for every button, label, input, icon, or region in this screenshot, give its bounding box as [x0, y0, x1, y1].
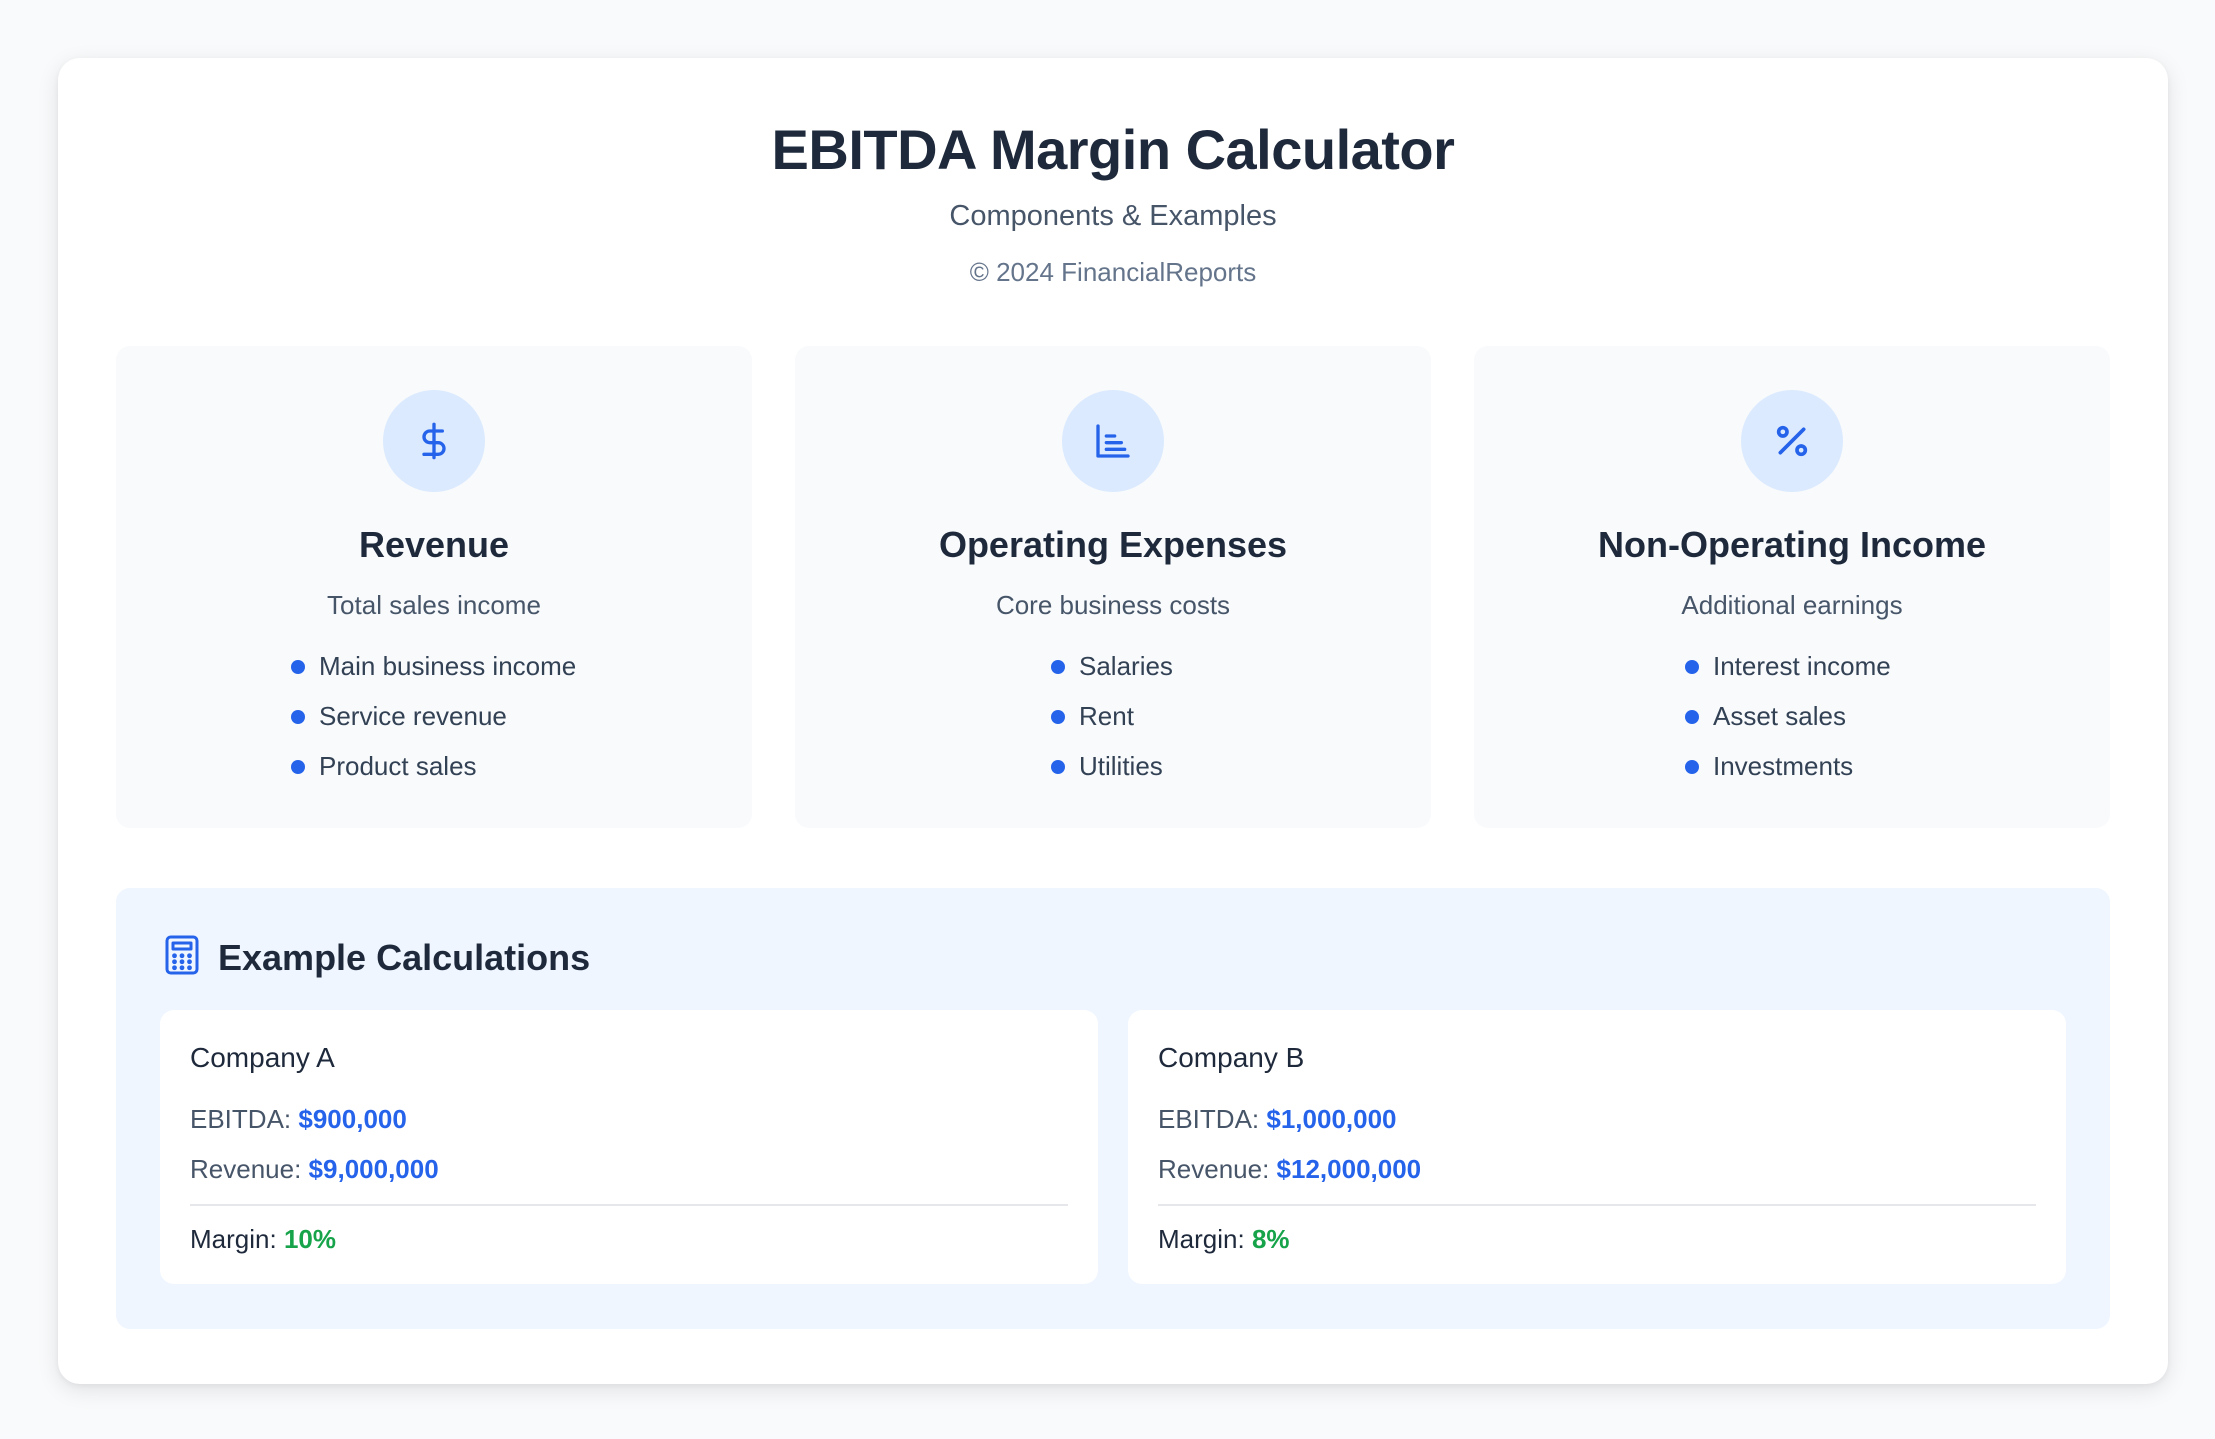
revenue-row: Revenue: $9,000,000 [190, 1154, 439, 1185]
revenue-row: Revenue: $12,000,000 [1158, 1154, 1421, 1185]
revenue-value: $9,000,000 [308, 1154, 439, 1184]
component-description: Core business costs [995, 590, 1231, 620]
page-title: EBITDA Margin Calculator [771, 118, 1455, 181]
percent-icon [1741, 390, 1843, 492]
component-card-non-operating-income: Non-Operating Income Additional earnings… [1474, 346, 2110, 828]
list-item: Product sales [291, 750, 576, 800]
margin-row: Margin: 10% [190, 1224, 336, 1255]
component-title: Non-Operating Income [1597, 524, 1987, 565]
list-item: Service revenue [291, 700, 576, 750]
ebitda-row: EBITDA: $900,000 [190, 1104, 407, 1135]
page-subtitle: Components & Examples [949, 200, 1277, 233]
examples-title: Example Calculations [218, 936, 591, 978]
list-item: Utilities [1051, 750, 1173, 800]
divider [190, 1204, 1068, 1206]
component-description: Additional earnings [1681, 590, 1903, 620]
list-item: Interest income [1685, 650, 1891, 700]
page-header: EBITDA Margin Calculator Components & Ex… [58, 118, 2168, 288]
margin-value: 8% [1251, 1224, 1290, 1254]
margin-row: Margin: 8% [1158, 1224, 1290, 1255]
revenue-label: Revenue: [190, 1154, 302, 1184]
ebitda-label: EBITDA: [1158, 1104, 1260, 1134]
list-item: Main business income [291, 650, 576, 700]
component-description: Total sales income [327, 590, 541, 620]
revenue-value: $12,000,000 [1276, 1154, 1422, 1184]
examples-header: Example Calculations [164, 934, 590, 981]
margin-value: 10% [283, 1224, 336, 1254]
margin-label: Margin: [190, 1224, 277, 1254]
revenue-label: Revenue: [1158, 1154, 1270, 1184]
example-calculations-panel: Example Calculations Company A EBITDA: $… [116, 888, 2110, 1329]
calculator-icon [164, 934, 200, 981]
ebitda-value: $1,000,000 [1266, 1104, 1397, 1134]
list-item: Salaries [1051, 650, 1173, 700]
company-card-a: Company A EBITDA: $900,000 Revenue: $9,0… [160, 1010, 1098, 1284]
component-card-operating-expenses: Operating Expenses Core business costs S… [795, 346, 1431, 828]
dollar-icon [383, 390, 485, 492]
list-item: Investments [1685, 750, 1891, 800]
bar-chart-icon [1062, 390, 1164, 492]
copyright-text: © 2024 FinancialReports [969, 257, 1257, 288]
ebitda-value: $900,000 [298, 1104, 407, 1134]
main-card: EBITDA Margin Calculator Components & Ex… [58, 58, 2168, 1384]
company-name: Company B [1158, 1042, 1305, 1073]
component-list: Main business income Service revenue Pro… [291, 650, 576, 800]
list-item: Rent [1051, 700, 1173, 750]
ebitda-label: EBITDA: [190, 1104, 292, 1134]
component-title: Revenue [358, 524, 510, 565]
divider [1158, 1204, 2036, 1206]
component-card-revenue: Revenue Total sales income Main business… [116, 346, 752, 828]
component-list: Interest income Asset sales Investments [1685, 650, 1891, 800]
components-grid: Revenue Total sales income Main business… [116, 346, 2110, 828]
component-title: Operating Expenses [938, 524, 1288, 565]
list-item: Asset sales [1685, 700, 1891, 750]
ebitda-row: EBITDA: $1,000,000 [1158, 1104, 1397, 1135]
company-card-b: Company B EBITDA: $1,000,000 Revenue: $1… [1128, 1010, 2066, 1284]
margin-label: Margin: [1158, 1224, 1245, 1254]
company-name: Company A [190, 1042, 335, 1073]
component-list: Salaries Rent Utilities [1051, 650, 1173, 800]
